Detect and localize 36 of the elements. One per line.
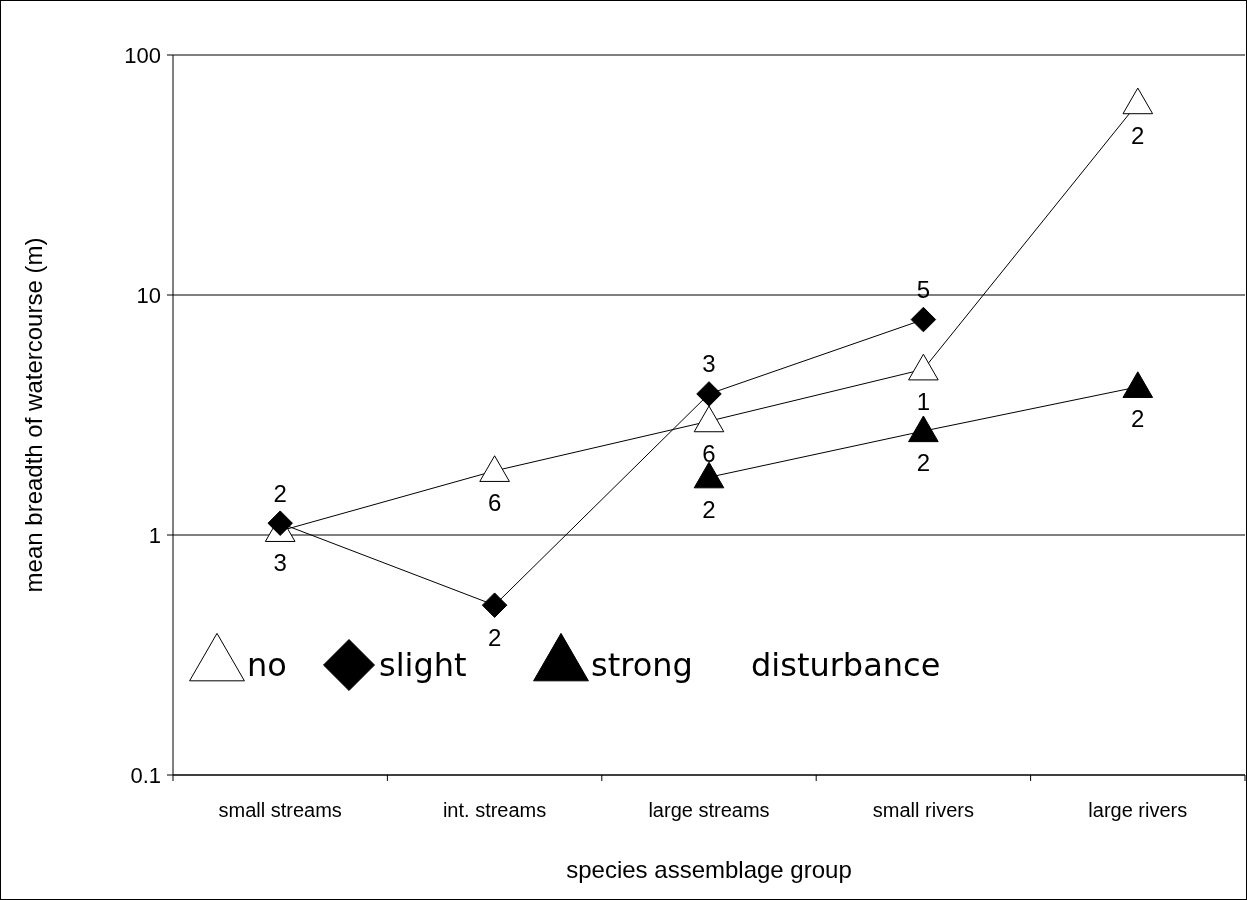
annotation: 3 (702, 350, 716, 378)
point (1122, 371, 1154, 398)
point (1122, 87, 1154, 115)
y-axis-title: mean breadth of watercourse (m) (20, 237, 47, 593)
annotation: 5 (916, 275, 931, 303)
annotation: 1 (916, 387, 931, 415)
point (693, 461, 725, 489)
annotation: 2 (273, 479, 287, 507)
x-tick-label: small rivers (872, 799, 974, 821)
annotation: 2 (487, 623, 502, 651)
y-tick-label: 100 (124, 42, 161, 68)
point (479, 455, 510, 482)
annotation: 2 (916, 449, 931, 477)
point (908, 353, 939, 381)
point (481, 592, 508, 618)
point (267, 510, 293, 536)
annotation: 6 (702, 439, 716, 467)
annotation: 6 (487, 489, 502, 517)
annotation: 3 (273, 549, 287, 577)
x-tick-label: int. streams (442, 799, 547, 821)
x-tick-label: large streams (648, 799, 770, 821)
x-tick-label: small streams (218, 799, 342, 821)
x-axis-title: species assemblage group (566, 856, 852, 883)
legend-label: no (247, 646, 287, 684)
legend-label: strong (591, 646, 693, 684)
point (908, 415, 939, 443)
annotation: 2 (1131, 121, 1145, 149)
x-tick-label: large rivers (1088, 799, 1188, 821)
point (693, 405, 725, 433)
legend-title: disturbance (751, 646, 941, 684)
y-tick-label: 0.1 (130, 762, 161, 788)
annotation: 2 (702, 495, 716, 523)
y-tick-label: 1 (148, 522, 161, 548)
annotation: 2 (1131, 405, 1145, 433)
legend-label: slight (379, 646, 467, 684)
y-tick-label: 10 (136, 282, 161, 308)
